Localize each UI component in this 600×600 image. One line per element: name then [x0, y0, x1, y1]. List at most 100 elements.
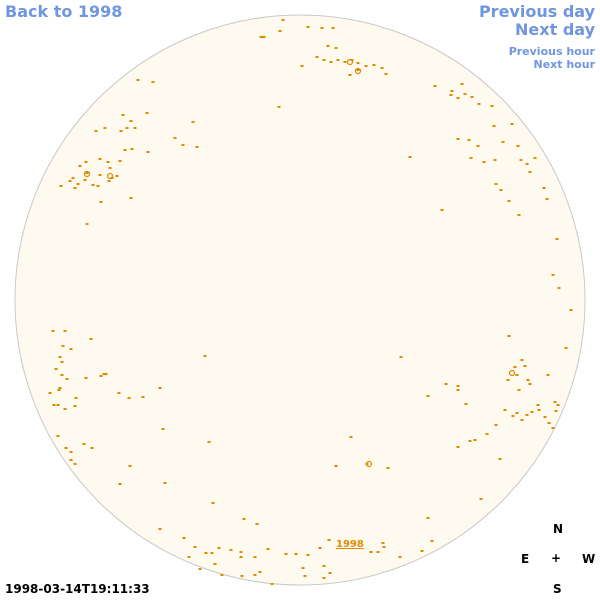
star-marker [63, 330, 67, 332]
star-marker [545, 198, 549, 200]
star-marker [533, 157, 537, 159]
star-marker [145, 112, 149, 114]
star-marker [303, 575, 307, 577]
star-marker [255, 523, 259, 525]
star-marker [450, 90, 454, 92]
star-marker [60, 374, 64, 376]
star-marker [326, 45, 330, 47]
compass-center: + [551, 551, 562, 565]
star-marker [107, 180, 111, 182]
star-marker [322, 59, 326, 61]
compass-east: E [521, 552, 530, 566]
star-marker [281, 19, 285, 21]
star-marker [492, 125, 496, 127]
star-marker [456, 385, 460, 387]
star-marker [56, 435, 60, 437]
star-marker [99, 375, 103, 377]
star-marker [51, 330, 55, 332]
star-marker [48, 392, 52, 394]
star-marker [59, 185, 63, 187]
star-marker [262, 36, 266, 38]
star-marker [380, 67, 384, 69]
star-marker [73, 405, 77, 407]
star-marker [133, 127, 137, 129]
star-marker [530, 411, 534, 413]
star-marker [163, 482, 167, 484]
star-marker [301, 567, 305, 569]
star-marker [300, 65, 304, 67]
previous-hour-link[interactable]: Previous hour [508, 45, 595, 58]
star-marker [158, 387, 162, 389]
star-marker [426, 395, 430, 397]
star-marker [507, 200, 511, 202]
star-marker [322, 577, 326, 579]
star-marker [89, 338, 93, 340]
next-hour-link[interactable]: Next hour [533, 58, 596, 71]
star-marker [239, 551, 243, 553]
star-marker [90, 447, 94, 449]
star-marker [408, 156, 412, 158]
star-marker [213, 563, 217, 565]
star-marker [426, 517, 430, 519]
star-marker [63, 408, 67, 410]
star-marker [328, 572, 332, 574]
star-marker [517, 389, 521, 391]
star-marker [115, 175, 119, 177]
star-marker [146, 151, 150, 153]
star-marker [479, 498, 483, 500]
star-marker [229, 549, 233, 551]
star-marker [173, 137, 177, 139]
star-marker [507, 335, 511, 337]
star-marker [76, 183, 80, 185]
star-marker [83, 179, 87, 181]
star-marker [207, 441, 211, 443]
star-marker [440, 209, 444, 211]
star-marker [433, 85, 437, 87]
star-marker [253, 556, 257, 558]
star-marker [493, 159, 497, 161]
star-marker [121, 114, 125, 116]
star-marker [490, 105, 494, 107]
star-marker [322, 565, 326, 567]
star-marker [129, 197, 133, 199]
previous-day-link[interactable]: Previous day [478, 2, 595, 21]
star-marker [240, 575, 244, 577]
star-marker [71, 177, 75, 179]
star-marker [498, 458, 502, 460]
star-marker [482, 161, 486, 163]
star-marker [476, 145, 480, 147]
star-marker [555, 238, 559, 240]
star-marker [136, 79, 140, 81]
star-marker [84, 161, 88, 163]
star-marker [506, 379, 510, 381]
star-marker [456, 97, 460, 99]
star-marker [525, 414, 529, 416]
compass-south: S [553, 582, 562, 596]
star-marker [278, 30, 282, 32]
star-marker [191, 121, 195, 123]
star-marker [57, 389, 61, 391]
star-marker [517, 214, 521, 216]
star-marker [253, 574, 257, 576]
star-marker [520, 359, 524, 361]
object-ring-marker [106, 172, 114, 180]
star-marker [284, 553, 288, 555]
star-marker [515, 374, 519, 376]
star-marker [511, 415, 515, 417]
star-marker [547, 422, 551, 424]
cluster-label-link[interactable]: 1998 [336, 539, 364, 550]
next-day-link[interactable]: Next day [515, 20, 595, 39]
star-marker [343, 61, 347, 63]
back-to-year-link[interactable]: Back to 1998 [5, 2, 123, 21]
star-marker [98, 158, 102, 160]
star-marker [557, 287, 561, 289]
star-marker [456, 389, 460, 391]
star-marker [74, 397, 78, 399]
star-marker [119, 130, 123, 132]
star-marker [85, 172, 89, 174]
star-marker [85, 223, 89, 225]
star-marker [315, 56, 319, 58]
star-marker [320, 27, 324, 29]
star-marker [372, 64, 376, 66]
